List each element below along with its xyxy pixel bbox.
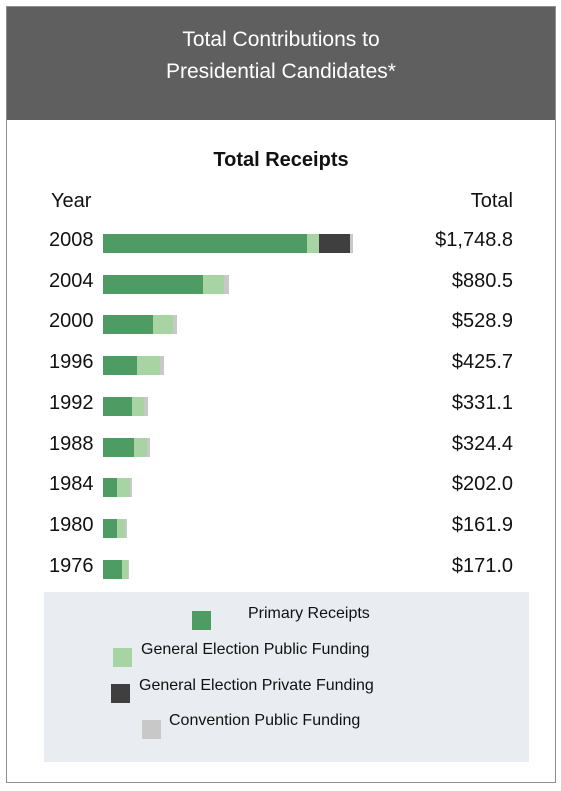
total-column-header: Total xyxy=(470,190,513,212)
bar-segment-general-election-public-funding-2008 xyxy=(306,234,319,253)
bar-segment-primary-receipts-2004 xyxy=(103,274,203,294)
bar-segment-general-election-public-funding-2000 xyxy=(153,315,173,335)
chart-card: Total Contributions to Presidential Cand… xyxy=(6,6,556,783)
total-value: $425.7 xyxy=(451,351,513,374)
bar-segment-primary-receipts-2000 xyxy=(103,315,153,335)
bar-segment-convention-public-funding-2000 xyxy=(173,315,177,335)
bar-segment-convention-public-funding-1980 xyxy=(125,518,127,538)
bar-segment-convention-public-funding-1996 xyxy=(160,356,164,376)
bar-segment-general-election-public-funding-1992 xyxy=(131,396,145,416)
total-value: $161.9 xyxy=(451,513,513,536)
bar-segment-general-election-public-funding-1984 xyxy=(117,478,131,498)
year-label: 2008 xyxy=(49,229,94,251)
year-label: 2004 xyxy=(49,269,94,292)
legend-swatch-general-election-public-funding xyxy=(113,648,132,667)
legend-label: Primary Receipts xyxy=(248,605,370,622)
bar-segment-primary-receipts-1976 xyxy=(103,559,122,579)
bar-segment-convention-public-funding-1984 xyxy=(130,478,132,498)
legend-swatch-convention-public-funding xyxy=(142,720,161,739)
total-value: $880.5 xyxy=(451,269,513,292)
year-column-header: Year xyxy=(51,190,92,212)
total-value: $528.9 xyxy=(451,310,513,333)
bar-segment-general-election-public-funding-2004 xyxy=(203,274,225,294)
bar-segment-convention-public-funding-1988 xyxy=(147,437,150,457)
legend-label: General Election Public Funding xyxy=(141,641,370,658)
year-label: 1984 xyxy=(49,473,94,496)
bar-segment-general-election-private-funding-2008 xyxy=(318,234,350,253)
chart-subtitle: Total Receipts xyxy=(213,149,349,171)
year-label: 2000 xyxy=(49,310,94,333)
legend-swatch-general-election-private-funding xyxy=(111,684,130,703)
chart-title-line-1: Total Contributions to xyxy=(182,28,380,51)
chart-title-line-2: Presidential Candidates* xyxy=(166,60,396,83)
total-value: $331.1 xyxy=(451,391,513,414)
total-value: $1,748.8 xyxy=(435,229,513,251)
year-label: 1988 xyxy=(49,432,94,455)
bar-segment-general-election-public-funding-1988 xyxy=(133,437,148,457)
bar-segment-primary-receipts-1988 xyxy=(103,437,134,457)
bar-segment-convention-public-funding-2008 xyxy=(350,234,353,253)
year-label: 1992 xyxy=(49,391,94,414)
bar-segment-primary-receipts-2008 xyxy=(103,234,307,253)
bar-segment-general-election-public-funding-1996 xyxy=(137,356,161,376)
total-value: $171.0 xyxy=(451,554,513,577)
bar-segment-primary-receipts-1984 xyxy=(103,478,118,498)
legend-swatch-primary-receipts xyxy=(192,611,211,630)
bar-segment-convention-public-funding-2004 xyxy=(224,274,229,294)
bar-segment-primary-receipts-1980 xyxy=(103,518,117,538)
legend: Primary Receipts General Election Public … xyxy=(44,592,529,762)
total-value: $202.0 xyxy=(451,473,513,496)
year-label: 1996 xyxy=(49,351,94,374)
bar-segment-convention-public-funding-1992 xyxy=(144,396,148,416)
legend-label: Convention Public Funding xyxy=(169,712,361,729)
legend-label: General Election Private Funding xyxy=(139,677,374,694)
bar-segment-general-election-public-funding-1980 xyxy=(116,518,126,538)
bar-segment-general-election-public-funding-1976 xyxy=(121,559,128,579)
bar-segment-primary-receipts-1996 xyxy=(103,356,138,376)
bar-segment-primary-receipts-1992 xyxy=(103,396,132,416)
year-label: 1976 xyxy=(49,554,94,577)
chart-header: Total Contributions to Presidential Cand… xyxy=(7,7,555,120)
total-value: $324.4 xyxy=(451,432,513,455)
year-label: 1980 xyxy=(49,513,94,536)
bar-segment-convention-public-funding-1976 xyxy=(128,559,130,579)
